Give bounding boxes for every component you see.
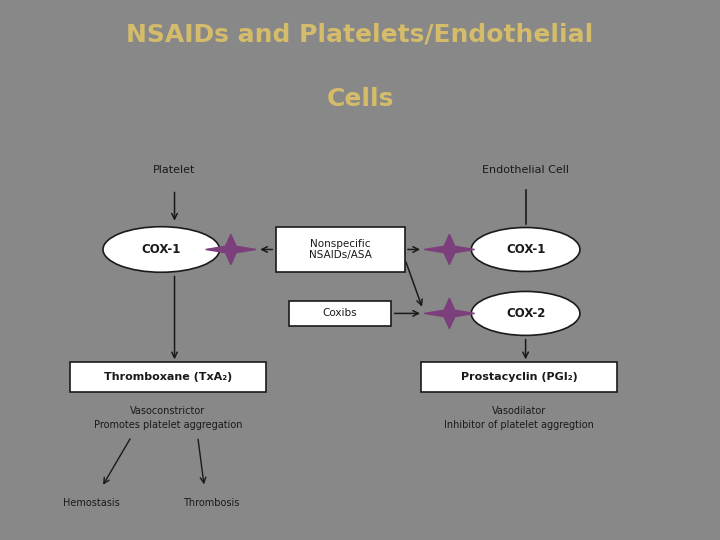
Text: COX-1: COX-1 (506, 243, 545, 256)
Text: COX-2: COX-2 (506, 307, 545, 320)
Text: NSAIDs and Platelets/Endothelial: NSAIDs and Platelets/Endothelial (127, 23, 593, 47)
Bar (71, 362, 266, 393)
Text: Hemostasis: Hemostasis (63, 498, 120, 508)
Text: Platelet: Platelet (153, 165, 196, 174)
Bar (289, 301, 392, 326)
Text: Thrombosis: Thrombosis (183, 498, 239, 508)
Text: Promotes platelet aggregation: Promotes platelet aggregation (94, 420, 242, 430)
Text: Inhibitor of platelet aggregtion: Inhibitor of platelet aggregtion (444, 420, 594, 430)
Text: Nonspecific
NSAIDs/ASA: Nonspecific NSAIDs/ASA (309, 239, 372, 260)
Text: Thromboxane (TxA₂): Thromboxane (TxA₂) (104, 373, 232, 382)
Bar (276, 226, 405, 273)
Text: Coxibs: Coxibs (323, 308, 357, 319)
Polygon shape (424, 298, 474, 329)
Ellipse shape (472, 292, 580, 335)
Text: Vasoconstrictor: Vasoconstrictor (130, 406, 205, 416)
Text: COX-1: COX-1 (142, 243, 181, 256)
Ellipse shape (472, 227, 580, 272)
Polygon shape (424, 234, 474, 265)
Text: Cells: Cells (326, 87, 394, 111)
Bar (421, 362, 617, 393)
Text: Vasodilator: Vasodilator (492, 406, 546, 416)
Text: Prostacyclin (PGI₂): Prostacyclin (PGI₂) (461, 373, 577, 382)
Ellipse shape (103, 227, 220, 272)
Text: Endothelial Cell: Endothelial Cell (482, 165, 569, 174)
Polygon shape (206, 234, 256, 265)
